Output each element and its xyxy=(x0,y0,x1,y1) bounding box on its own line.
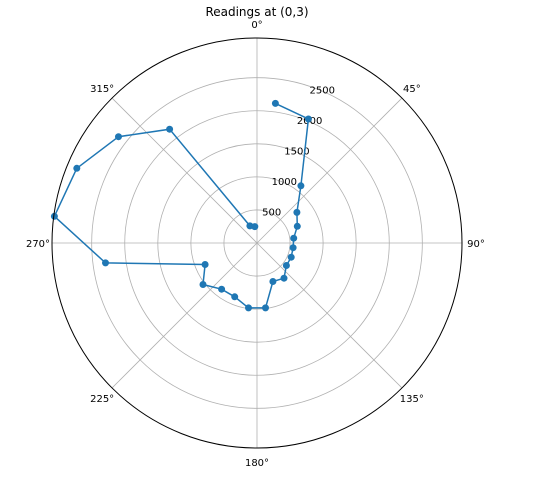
data-point xyxy=(166,125,174,133)
angular-grid-spoke-315 xyxy=(111,97,258,244)
data-point xyxy=(73,164,81,172)
data-point xyxy=(304,115,312,123)
angular-grid-spoke-225 xyxy=(111,242,258,389)
radial-tick-label: 2500 xyxy=(310,85,335,96)
data-point xyxy=(199,281,207,288)
data-point xyxy=(287,253,295,261)
angular-tick-label: 45° xyxy=(403,84,421,95)
angular-grid-spoke-45 xyxy=(256,97,403,244)
radial-tick-label: 500 xyxy=(262,207,281,218)
data-point xyxy=(102,259,109,267)
angular-tick-label: 0° xyxy=(251,20,262,31)
data-point xyxy=(218,285,226,293)
radial-tick-label: 1000 xyxy=(272,177,297,188)
data-point xyxy=(251,223,259,231)
data-point xyxy=(289,244,297,252)
radial-tick-label: 1500 xyxy=(284,146,309,157)
data-point xyxy=(245,304,252,312)
angular-tick-label: 135° xyxy=(400,394,424,405)
angular-tick-label: 225° xyxy=(90,394,114,405)
data-point xyxy=(293,208,301,216)
chart-title: Readings at (0,3) xyxy=(205,5,308,19)
data-point xyxy=(115,133,122,141)
data-point xyxy=(297,182,305,190)
data-point xyxy=(269,278,277,285)
polar-frame xyxy=(51,37,463,449)
data-point xyxy=(271,99,279,107)
angular-tick-label: 90° xyxy=(467,239,485,250)
data-point xyxy=(280,274,288,282)
polar-grid xyxy=(52,38,462,448)
data-point xyxy=(50,212,58,220)
data-point xyxy=(231,293,239,301)
data-point xyxy=(262,304,269,312)
data-point xyxy=(282,262,290,269)
angular-tick-label: 315° xyxy=(90,84,114,95)
angular-tick-label: 180° xyxy=(245,458,269,469)
angular-tick-label: 270° xyxy=(26,239,50,250)
data-point xyxy=(293,222,301,230)
data-point xyxy=(290,234,298,242)
angular-tick-labels: 0° 45° 90° 135° 180° 225° 270° 315° xyxy=(26,20,485,469)
data-series xyxy=(50,99,312,312)
data-point xyxy=(201,261,209,268)
angular-grid-spoke-135 xyxy=(256,242,403,389)
